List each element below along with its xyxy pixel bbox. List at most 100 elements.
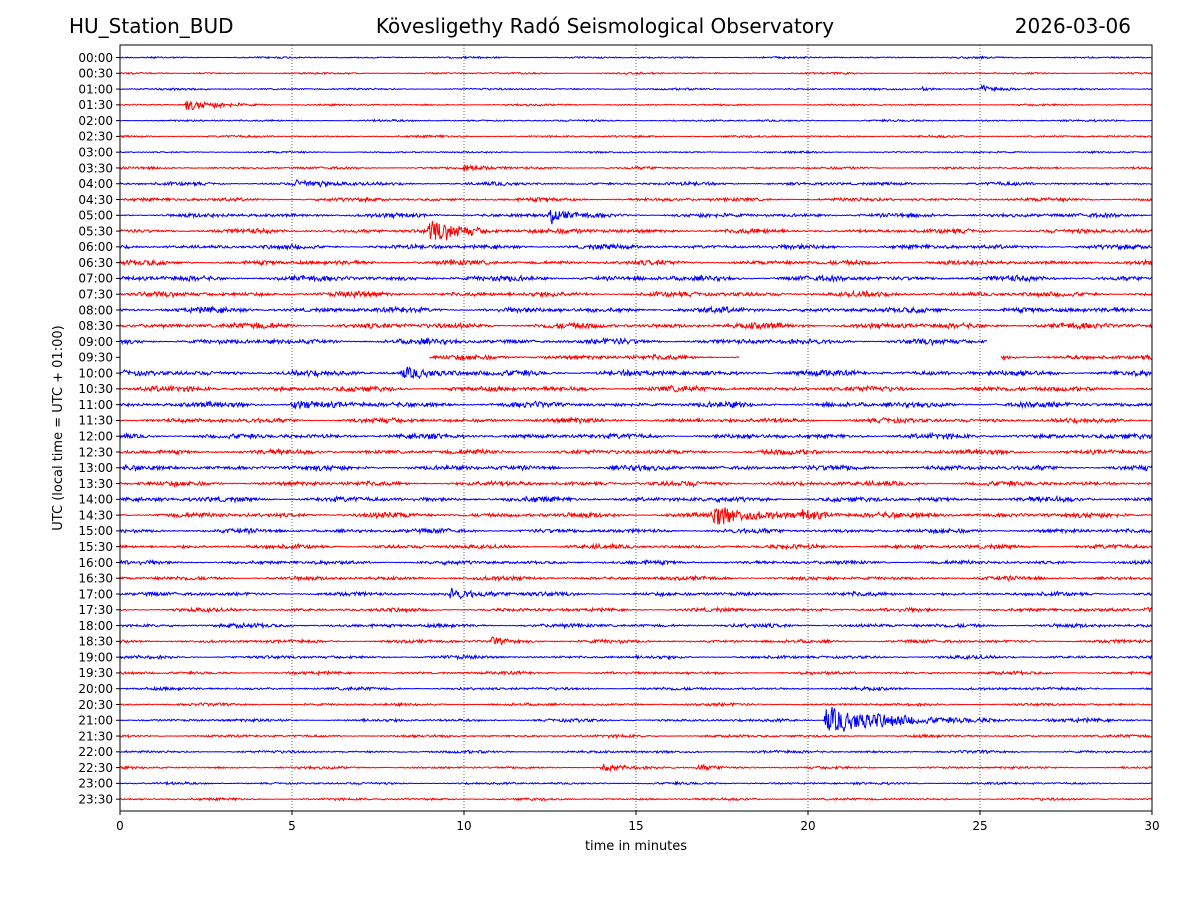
trace-0000 (119, 55, 1153, 60)
y-tick-label-0730: 07:30 (78, 288, 113, 302)
y-tick-label-2200: 22:00 (78, 745, 113, 759)
y-tick-label-2000: 20:00 (78, 682, 113, 696)
y-tick-label-0900: 09:00 (78, 335, 113, 349)
y-tick-label-1730: 17:30 (78, 603, 113, 617)
y-tick-label-1500: 15:00 (78, 524, 113, 538)
y-tick-label-0830: 08:30 (78, 319, 113, 333)
trace-1330 (119, 479, 1153, 489)
trace-0430 (119, 196, 1153, 204)
trace-0530 (119, 220, 1153, 241)
y-tick-label-0000: 00:00 (78, 51, 113, 65)
trace-0500 (119, 209, 1153, 225)
trace-0630 (119, 258, 1153, 267)
y-tick-label-1000: 10:00 (78, 366, 113, 380)
y-tick-label-0230: 02:30 (78, 130, 113, 144)
x-tick-label-6: 30 (1144, 819, 1159, 833)
trace-1530 (119, 542, 1153, 551)
station-name: HU_Station_BUD (69, 14, 234, 38)
chart-title: Kövesligethy Radó Seismological Observat… (375, 14, 835, 38)
y-axis-label: UTC (local time = UTC + 01:00) (51, 325, 66, 530)
trace-2300 (120, 780, 1153, 786)
y-tick-label-0700: 07:00 (78, 272, 113, 286)
y-tick-label-0130: 01:30 (78, 98, 113, 112)
y-tick-label-0200: 02:00 (78, 114, 113, 128)
y-tick-label-0430: 04:30 (78, 193, 113, 207)
trace-1730 (119, 606, 1153, 614)
trace-1900 (119, 653, 1153, 661)
trace-0100 (119, 83, 1153, 92)
y-tick-label-1630: 16:30 (78, 572, 113, 586)
x-tick-label-3: 15 (628, 819, 643, 833)
trace-0700 (119, 274, 1153, 284)
y-tick-label-0400: 04:00 (78, 177, 113, 191)
y-tick-label-2030: 20:30 (78, 698, 113, 712)
trace-0600 (119, 242, 1153, 251)
y-tick-label-0330: 03:30 (78, 161, 113, 175)
y-tick-label-0500: 05:00 (78, 209, 113, 223)
trace-2230 (119, 763, 1153, 773)
y-tick-label-2100: 21:00 (78, 714, 113, 728)
trace-0830 (119, 321, 1153, 331)
trace-1930 (119, 669, 1153, 677)
trace-1500 (119, 527, 1153, 536)
y-tick-label-2230: 22:30 (78, 761, 113, 775)
trace-1400 (120, 495, 1153, 504)
trace-1700 (119, 587, 1153, 600)
trace-1030 (119, 384, 1153, 393)
trace-0300 (119, 150, 1153, 155)
trace-1230 (119, 447, 1153, 456)
trace-1800 (119, 621, 1153, 630)
y-tick-label-1900: 19:00 (78, 650, 113, 664)
y-tick-label-0030: 00:30 (78, 67, 113, 81)
trace-2000 (119, 685, 1153, 692)
y-tick-label-1800: 18:00 (78, 619, 113, 633)
y-tick-label-1400: 14:00 (78, 493, 113, 507)
y-tick-label-2130: 21:30 (78, 729, 113, 743)
y-tick-label-1430: 14:30 (78, 508, 113, 522)
trace-0400 (119, 178, 1153, 188)
y-tick-label-1330: 13:30 (78, 477, 113, 491)
x-axis-label: time in minutes (585, 839, 687, 854)
trace-0330 (119, 163, 1153, 172)
trace-2100 (119, 707, 1153, 732)
trace-1630 (119, 574, 1153, 583)
trace-2200 (119, 748, 1153, 755)
x-tick-label-0: 0 (116, 819, 124, 833)
x-tick-label-5: 25 (972, 819, 987, 833)
y-tick-label-0800: 08:00 (78, 303, 113, 317)
y-tick-label-1930: 19:30 (78, 666, 113, 680)
grid-lines (291, 45, 981, 811)
y-tick-label-0300: 03:00 (78, 145, 113, 159)
chart-date: 2026-03-06 (1014, 14, 1131, 38)
trace-0030 (119, 71, 1153, 76)
trace-1600 (119, 558, 1153, 567)
y-tick-label-2300: 23:00 (78, 777, 113, 791)
trace-0900 (119, 336, 988, 347)
y-tick-label-1530: 15:30 (78, 540, 113, 554)
x-tick-label-4: 20 (800, 819, 815, 833)
y-tick-label-2330: 23:30 (78, 792, 113, 806)
trace-1200 (119, 431, 1153, 441)
seismic-traces (119, 55, 1153, 802)
y-tick-label-0630: 06:30 (78, 256, 113, 270)
y-tick-label-0100: 01:00 (78, 82, 113, 96)
trace-0200 (119, 118, 1152, 123)
y-tick-label-0930: 09:30 (78, 351, 113, 365)
y-tick-label-1300: 13:00 (78, 461, 113, 475)
trace-0800 (119, 305, 1153, 315)
trace-2130 (119, 733, 1153, 740)
trace-0230 (119, 134, 1153, 139)
trace-1000 (119, 366, 1153, 380)
trace-2330 (119, 796, 1153, 802)
trace-1100 (119, 400, 1153, 410)
y-tick-label-0600: 06:00 (78, 240, 113, 254)
trace-1130 (119, 416, 1153, 425)
y-tick-label-1600: 16:00 (78, 556, 113, 570)
y-tick-label-1100: 11:00 (78, 398, 113, 412)
y-tick-label-1830: 18:30 (78, 635, 113, 649)
trace-1830 (119, 636, 1153, 646)
trace-0930 (429, 353, 1153, 362)
y-tick-label-1700: 17:00 (78, 587, 113, 601)
